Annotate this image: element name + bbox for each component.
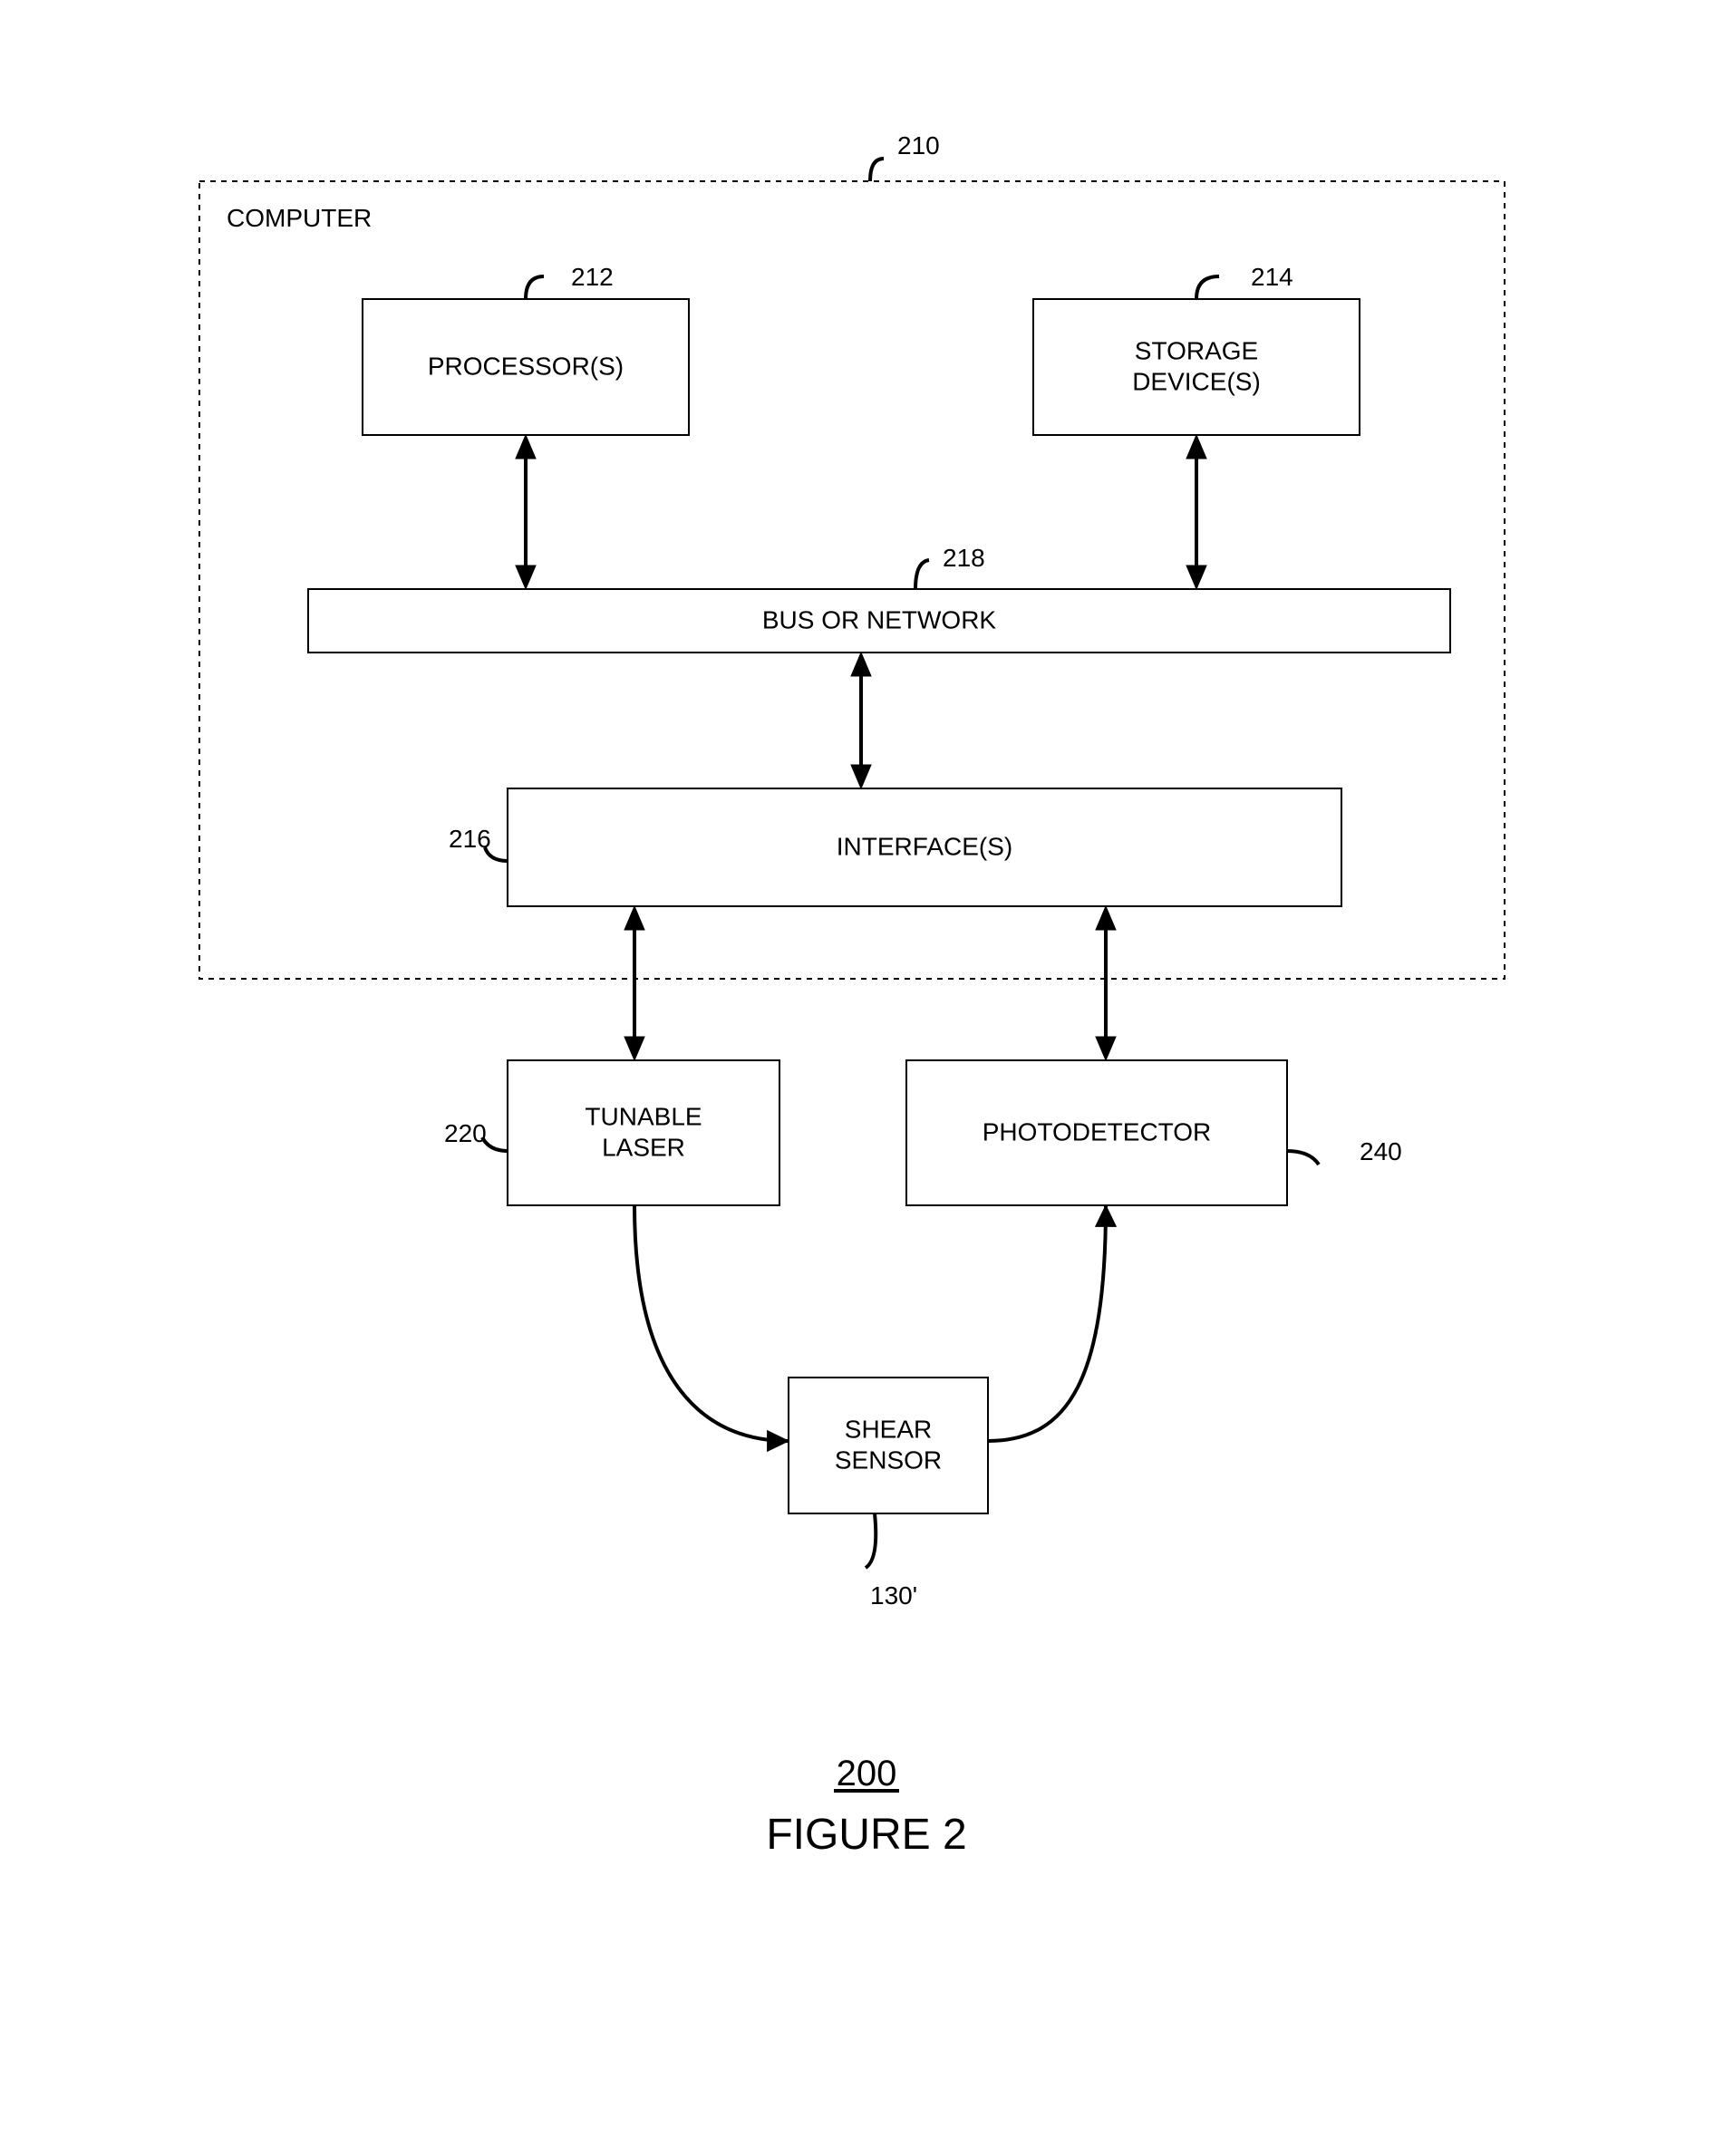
svg-text:216: 216	[449, 825, 491, 853]
svg-text:PROCESSOR(S): PROCESSOR(S)	[428, 353, 624, 381]
svg-text:130': 130'	[870, 1581, 917, 1610]
svg-text:210: 210	[897, 131, 940, 160]
laser-to-shear-connector	[634, 1205, 789, 1441]
svg-text:TUNABLE: TUNABLE	[585, 1103, 702, 1131]
ref-hook-stor	[1196, 276, 1219, 299]
svg-text:218: 218	[943, 544, 985, 572]
svg-text:SHEAR: SHEAR	[845, 1416, 932, 1444]
figure-number: 200	[837, 1754, 897, 1793]
ref-hook-shear	[866, 1513, 876, 1568]
ref-hook-proc	[526, 276, 544, 299]
diagram-canvas: COMPUTER PROCESSOR(S) STORAGE DEVICE(S) BUS …	[0, 0, 1733, 2156]
svg-text:LASER: LASER	[602, 1134, 685, 1162]
svg-text:COMPUTER: COMPUTER	[227, 204, 372, 232]
svg-text:STORAGE: STORAGE	[1135, 337, 1258, 365]
svg-text:SENSOR: SENSOR	[835, 1446, 942, 1474]
svg-text:INTERFACE(S): INTERFACE(S)	[837, 833, 1012, 861]
svg-text:220: 220	[444, 1119, 487, 1147]
ref-hook-bus	[915, 560, 929, 589]
figure-caption: FIGURE 2	[766, 1811, 966, 1859]
svg-text:BUS OR NETWORK: BUS OR NETWORK	[762, 606, 997, 634]
shear-to-photo-connector	[988, 1205, 1106, 1441]
svg-text:214: 214	[1251, 263, 1293, 291]
svg-text:DEVICE(S): DEVICE(S)	[1132, 368, 1261, 396]
svg-text:240: 240	[1360, 1137, 1402, 1165]
svg-text:212: 212	[571, 263, 614, 291]
svg-text:PHOTODETECTOR: PHOTODETECTOR	[983, 1118, 1212, 1146]
ref-hook-computer	[870, 159, 884, 181]
ref-hook-photo	[1287, 1151, 1319, 1165]
